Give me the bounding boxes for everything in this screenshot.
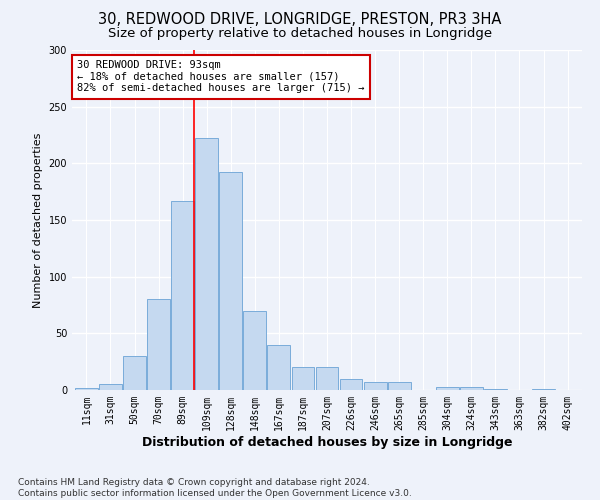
Y-axis label: Number of detached properties: Number of detached properties <box>33 132 43 308</box>
Bar <box>484 389 507 390</box>
Bar <box>244 310 266 390</box>
Text: Size of property relative to detached houses in Longridge: Size of property relative to detached ho… <box>108 28 492 40</box>
Text: 30, REDWOOD DRIVE, LONGRIDGE, PRESTON, PR3 3HA: 30, REDWOOD DRIVE, LONGRIDGE, PRESTON, P… <box>98 12 502 28</box>
Bar <box>292 368 314 390</box>
Bar <box>364 382 386 390</box>
Bar <box>436 386 459 390</box>
Text: Contains HM Land Registry data © Crown copyright and database right 2024.
Contai: Contains HM Land Registry data © Crown c… <box>18 478 412 498</box>
Bar <box>532 389 555 390</box>
X-axis label: Distribution of detached houses by size in Longridge: Distribution of detached houses by size … <box>142 436 512 448</box>
Text: 30 REDWOOD DRIVE: 93sqm
← 18% of detached houses are smaller (157)
82% of semi-d: 30 REDWOOD DRIVE: 93sqm ← 18% of detache… <box>77 60 365 94</box>
Bar <box>195 138 218 390</box>
Bar <box>460 386 483 390</box>
Bar <box>316 368 338 390</box>
Bar <box>388 382 410 390</box>
Bar <box>75 388 98 390</box>
Bar <box>340 378 362 390</box>
Bar <box>220 172 242 390</box>
Bar <box>147 300 170 390</box>
Bar <box>99 384 122 390</box>
Bar <box>123 356 146 390</box>
Bar <box>268 344 290 390</box>
Bar <box>171 200 194 390</box>
